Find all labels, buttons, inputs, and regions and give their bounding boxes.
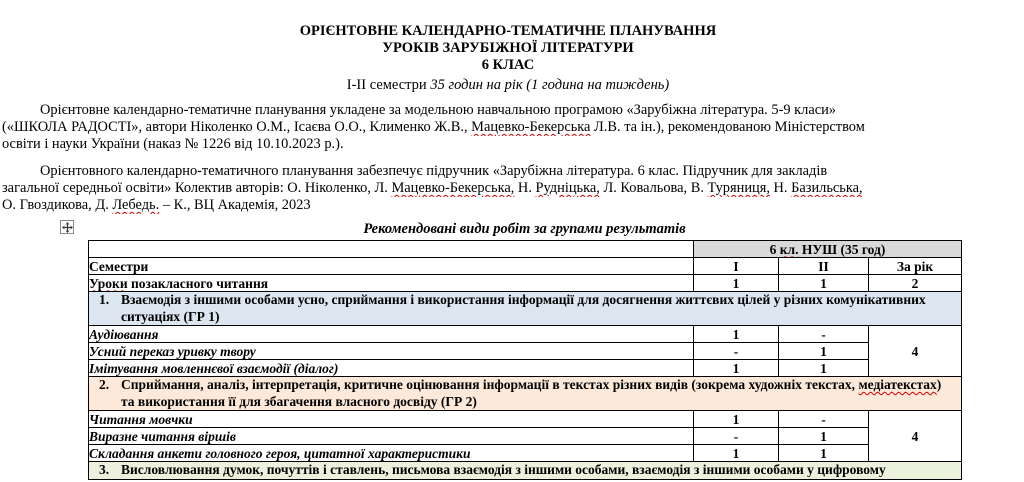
text-run: загальної середньої освіти» Колектив авт… — [2, 180, 392, 196]
text-run: 6 — [769, 241, 780, 257]
text-run: Л.В. та ін.), рекомендованою Міністерств… — [590, 119, 865, 135]
sem1-header-cell[interactable]: І — [693, 257, 779, 275]
activity-row: Виразне читання віршів - 1 — [88, 427, 962, 445]
subtitle-plain: І-ІІ семестри — [346, 77, 431, 93]
label-cell[interactable]: Імітування мовленнєвої взаємодії (діалог… — [88, 359, 694, 377]
move-icon — [61, 221, 73, 233]
paragraph-line: загальної середньої освіти» Колектив авт… — [2, 180, 1014, 197]
misspelled-word: кл. — [779, 241, 799, 257]
paragraph-textbook: Орієнтовного календарно-тематичного план… — [2, 163, 1014, 214]
section-title: Висловлювання думок, почуттів і ставлень… — [121, 462, 886, 477]
text-run: – К., ВЦ Академія, 2023 — [159, 197, 311, 213]
doc-title-line2: УРОКІВ ЗАРУБІЖНОЇ ЛІТЕРАТУРИ — [382, 40, 634, 56]
section-2-cell[interactable]: 2. Сприймання, аналіз, інтерпретація, кр… — [87, 376, 963, 411]
sem2-header-cell[interactable]: ІІ — [778, 257, 869, 275]
semesters-row: Семестри І ІІ За рік — [88, 257, 963, 275]
text-run: позакласного читання — [127, 275, 269, 291]
activity-row: Читання мовчки 1 - 4 — [88, 410, 963, 462]
section-1-cell[interactable]: 1. Взаємодія з іншими особами усно, спри… — [87, 291, 963, 326]
sem1-cell[interactable]: 1 — [693, 325, 779, 343]
sem1-cell[interactable]: 1 — [693, 274, 779, 292]
sem2-cell[interactable]: 1 — [778, 274, 869, 292]
doc-title-line1: ОРІЄНТОВНЕ КАЛЕНДАРНО-ТЕМАТИЧНЕ ПЛАНУВАН… — [299, 23, 717, 39]
misspelled-word: Мацевко-Бекерська — [471, 119, 591, 135]
text-run: НУШ (35 год) — [798, 241, 886, 257]
sem2-cell[interactable]: - — [778, 325, 869, 343]
text-run: Н. — [514, 180, 536, 196]
section-number: 3. — [99, 462, 110, 477]
section-number: 1. — [99, 292, 110, 308]
text-run: ) та використання її для збагачення влас… — [121, 377, 942, 409]
label-cell[interactable]: Виразне читання віршів — [88, 427, 694, 445]
year-cell[interactable]: 2 — [867, 274, 963, 292]
group-header-row: 6 кл. НУШ (35 год) — [88, 240, 963, 258]
group-header-cell[interactable]: 6 кл. НУШ (35 год) — [692, 240, 963, 258]
misspelled-word: медіатекстах — [858, 377, 937, 393]
text-run: Сприймання, аналіз, інтерпретація, крити… — [121, 377, 859, 393]
activity-row: Усний переказ уривку твору - 1 — [88, 342, 962, 360]
paragraph-line: Орієнтовного календарно-тематичного план… — [2, 163, 1014, 180]
year-header-cell[interactable]: За рік — [867, 257, 963, 275]
paragraph-line: освіти і науки України (наказ № 1226 від… — [2, 136, 1014, 153]
section-content: 3. Висловлювання думок, почуттів і ставл… — [90, 462, 961, 478]
section-title: Сприймання, аналіз, інтерпретація, крити… — [121, 377, 961, 410]
extracurricular-reading-row: Уроки позакласного читання 1 1 2 — [88, 274, 963, 292]
section-2-row: 2. Сприймання, аналіз, інтерпретація, кр… — [87, 376, 963, 411]
label-cell[interactable]: Складання анкети головного героя, цитатн… — [88, 444, 694, 462]
label-cell[interactable]: Уроки позакласного читання — [88, 274, 694, 292]
paragraph-line: («ШКОЛА РАДОСТІ», автори Ніколенко О.М.,… — [2, 119, 1014, 136]
section-3-row: 3. Висловлювання думок, почуттів і ставл… — [87, 461, 963, 480]
sem1-cell[interactable]: - — [693, 427, 779, 445]
label-cell[interactable]: Аудіювання — [88, 325, 694, 343]
paragraph-line: Орієнтовне календарно-тематичне плануван… — [2, 102, 1014, 119]
year-total-cell[interactable]: 4 — [867, 325, 963, 377]
doc-title-line3: 6 КЛАС — [481, 57, 535, 73]
misspelled-word: Базильська, — [791, 180, 863, 196]
table-move-handle[interactable] — [60, 220, 74, 234]
year-total-cell[interactable]: 4 — [867, 410, 963, 462]
table-caption: Рекомендовані види робіт за групами резу… — [363, 221, 686, 237]
activity-row: Складання анкети головного героя, цитатн… — [88, 444, 962, 462]
text-run: освіти і науки України (наказ № 1226 від… — [2, 136, 344, 152]
subtitle-italic: 35 годин на рік (1 година на тиждень) — [430, 77, 670, 93]
paragraph-program: Орієнтовне календарно-тематичне плануван… — [2, 102, 1014, 153]
sem1-cell[interactable]: - — [693, 342, 779, 360]
sem2-cell[interactable]: 1 — [778, 342, 869, 360]
activity-row: Імітування мовленнєвої взаємодії (діалог… — [88, 359, 962, 377]
paragraph-line: О. Гвоздикова, Д. Лебедь. – К., ВЦ Акаде… — [2, 197, 1014, 214]
activity-row: Аудіювання 1 - 4 — [88, 325, 963, 377]
text-run: О. Гвоздикова, Д. — [2, 197, 113, 213]
misspelled-word: Лебедь. — [112, 197, 160, 213]
label-cell[interactable]: Читання мовчки — [88, 410, 694, 428]
text-run: Орієнтовного календарно-тематичного план… — [40, 163, 828, 179]
text-run: Орієнтовне календарно-тематичне плануван… — [40, 102, 837, 118]
section-number: 2. — [99, 377, 110, 393]
sem2-cell[interactable]: - — [778, 410, 869, 428]
section-content: 1. Взаємодія з іншими особами усно, спри… — [90, 292, 961, 325]
text-run: («ШКОЛА РАДОСТІ», автори Ніколенко О.М.,… — [2, 119, 472, 135]
label-cell[interactable]: Усний переказ уривку твору — [88, 342, 694, 360]
table-caption-row: Рекомендовані види робіт за групами резу… — [60, 220, 961, 237]
section-3-cell[interactable]: 3. Висловлювання думок, почуттів і ставл… — [87, 461, 963, 480]
section-title: Взаємодія з іншими особами усно, сприйма… — [121, 292, 926, 324]
misspelled-word: Туряниця, — [707, 180, 770, 196]
misspelled-word: Мацевко-Бекерська, — [391, 180, 515, 196]
misspelled-word: Рудніцька, — [535, 180, 600, 196]
section-content: 2. Сприймання, аналіз, інтерпретація, кр… — [90, 377, 961, 410]
text-run: Л. Ковальова, В. — [599, 180, 708, 196]
sem2-cell[interactable]: 1 — [778, 427, 869, 445]
semesters-label-cell[interactable]: Семестри — [88, 257, 694, 275]
sem2-cell[interactable]: 1 — [778, 444, 869, 462]
doc-subtitle: І-ІІ семестри 35 годин на рік (1 година … — [2, 77, 1014, 94]
sem1-cell[interactable]: 1 — [693, 444, 779, 462]
empty-cell[interactable] — [88, 240, 694, 258]
results-table: 6 кл. НУШ (35 год) Семестри І ІІ За рік … — [87, 240, 963, 480]
section-1-row: 1. Взаємодія з іншими особами усно, спри… — [87, 291, 963, 326]
sem1-cell[interactable]: 1 — [693, 359, 779, 377]
sem2-cell[interactable]: 1 — [778, 359, 869, 377]
text-run: Н. — [769, 180, 792, 196]
misspelled-word: Уроки — [89, 275, 128, 291]
sem1-cell[interactable]: 1 — [693, 410, 779, 428]
